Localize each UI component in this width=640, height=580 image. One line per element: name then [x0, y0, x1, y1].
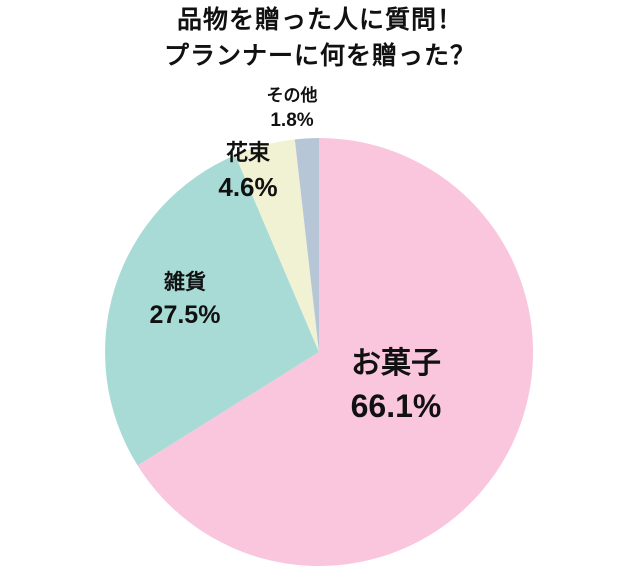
- slice-zakka: [105, 155, 319, 466]
- slice-okashi: [137, 138, 534, 566]
- slice-label-okashi: お菓子 66.1%: [336, 344, 456, 428]
- slice-label-sonota: その他 1.8%: [252, 84, 332, 134]
- slice-name: 雑貨: [164, 270, 206, 294]
- slice-label-hanataba: 花束 4.6%: [198, 138, 298, 204]
- chart-title: 品物を贈った人に質問！ プランナーに何を贈った？: [0, 2, 640, 74]
- slice-hanataba: [235, 139, 319, 352]
- slice-percent: 27.5%: [149, 301, 221, 329]
- slice-label-zakka: 雑貨 27.5%: [130, 266, 240, 332]
- chart-title-line-1: 品物を贈った人に質問！: [176, 5, 463, 34]
- slice-name: 花束: [225, 141, 270, 166]
- slice-name: お菓子: [351, 346, 441, 381]
- slice-sonota: [294, 138, 319, 352]
- slice-percent: 4.6%: [218, 172, 278, 202]
- slice-percent: 66.1%: [350, 388, 442, 424]
- slice-percent: 1.8%: [270, 110, 314, 131]
- slice-name: その他: [266, 86, 318, 106]
- chart-title-line-2: プランナーに何を贈った？: [163, 41, 476, 70]
